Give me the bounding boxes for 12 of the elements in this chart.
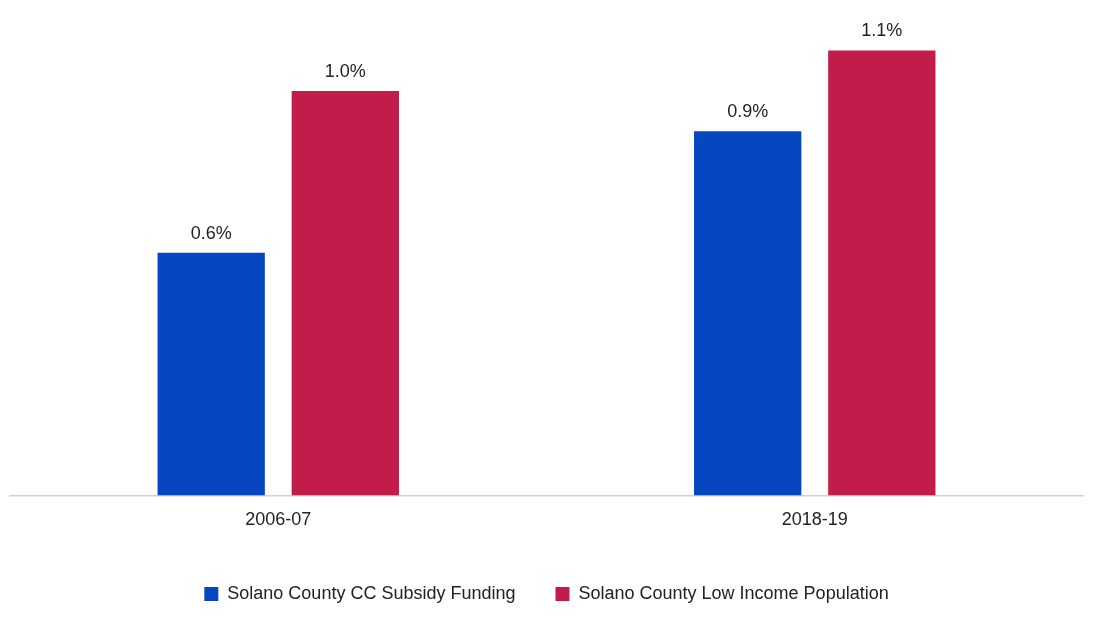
data-label: 1.0% (324, 60, 366, 81)
x-tick-label: 2018-19 (781, 509, 848, 530)
bar (694, 131, 802, 496)
bar (291, 90, 399, 496)
data-label: 0.6% (190, 222, 232, 243)
legend-label: Solano County Low Income Population (578, 582, 889, 603)
legend-label: Solano County CC Subsidy Funding (227, 582, 516, 603)
bar (828, 50, 936, 496)
bar (157, 252, 265, 496)
data-label: 1.1% (861, 20, 903, 41)
data-label: 0.9% (727, 101, 769, 122)
x-tick-label: 2006-07 (245, 509, 312, 530)
